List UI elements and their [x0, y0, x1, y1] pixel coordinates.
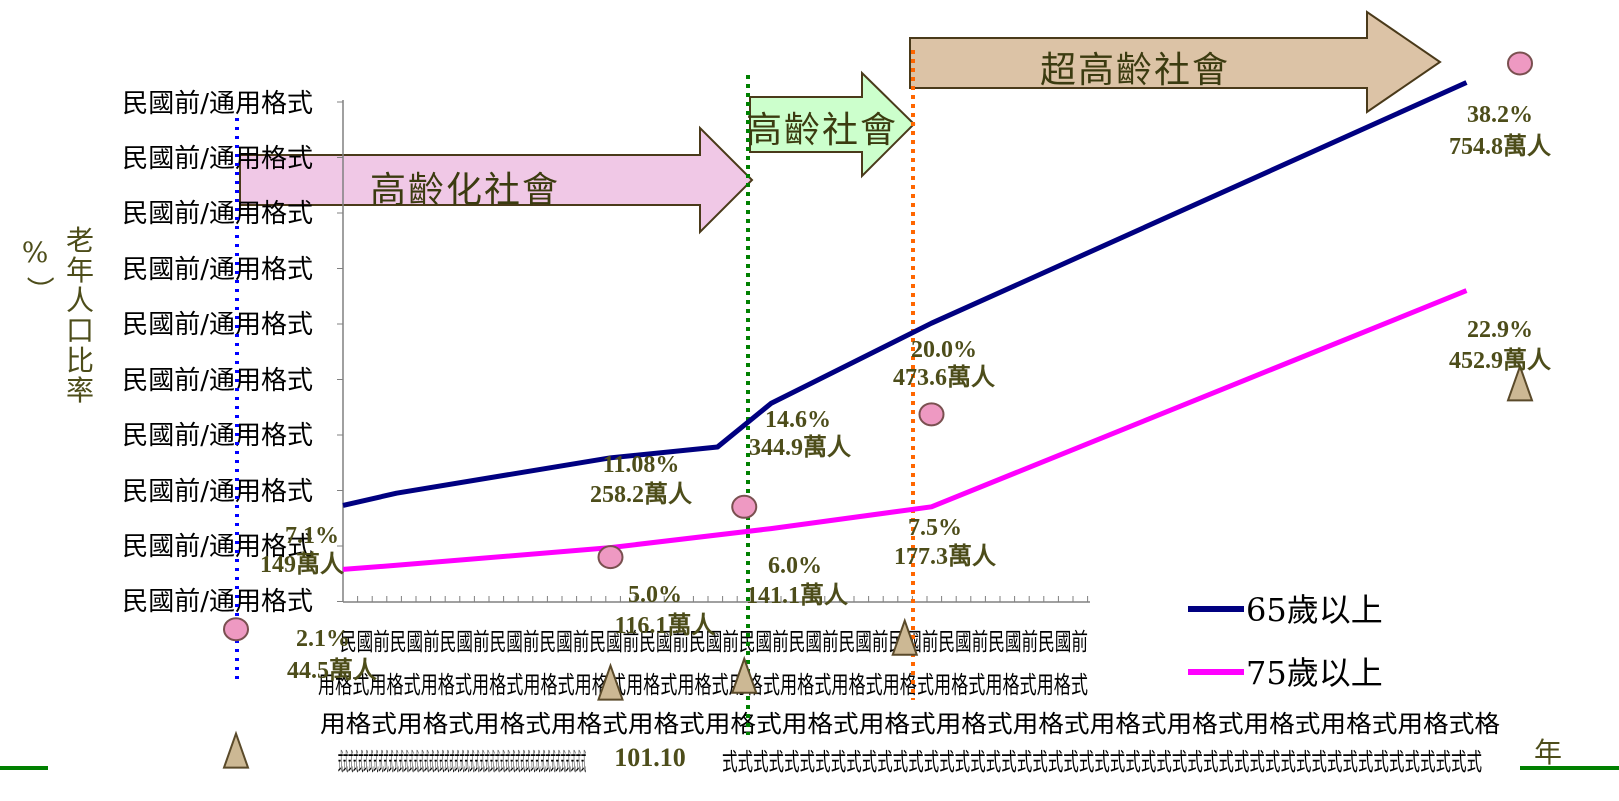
y-axis-unit-paren: ） — [23, 276, 56, 304]
y-tick-label: 民國前/通用格式 — [122, 199, 313, 229]
legend-label-65: 65歲以上 — [1246, 591, 1383, 629]
y-tick-label: 民國前/通用格式 — [122, 587, 313, 617]
annotation-count: 116.1萬人 — [615, 612, 716, 639]
marker-65-circle — [918, 402, 945, 427]
legend-label-75: 75歲以上 — [1246, 654, 1383, 692]
x-tick-row: 式式式式式式式式式式式式式式式式式式式式式式式式式式式式式式式式式式式式式式式式… — [722, 748, 1482, 776]
y-axis-title: 老年人口比率 — [66, 224, 94, 407]
annotation-value: 11.08% — [603, 452, 680, 478]
annotation-value: 5.0% — [628, 582, 682, 608]
x-tick-marks — [342, 596, 1089, 602]
phase-label-super-aged: 超高齡社會 — [1040, 50, 1230, 91]
annotation-count: 141.1萬人 — [746, 582, 848, 609]
phase-arrow-super-aged — [909, 10, 1442, 114]
annotation-count: 754.8萬人 — [1449, 133, 1551, 160]
y-tick-label: 民國前/通用格式 — [122, 255, 313, 285]
x-tick-marker: 101.10 — [614, 743, 686, 772]
annotations: 7.1% 149萬人 2.1% 44.5萬人 11.08% 258.2萬人 5.… — [260, 102, 1551, 684]
markers — [222, 51, 1534, 769]
x-tick-row: 民國前民國前民國前民國前民國前民國前民國前民國前民國前民國前民國前民國前民國前民… — [340, 628, 1088, 656]
y-tick-labels: 民國前/通用格式 民國前/通用格式 民國前/通用格式 民國前/通用格式 民國前/… — [122, 89, 313, 617]
x-tick-row: 式式式式式式式式式式式式式式式式式式式式式式式式式式式式式式式式式式式式式式式式… — [338, 748, 586, 776]
annotation-count: 149萬人 — [260, 551, 344, 578]
y-tick-marks — [337, 101, 343, 602]
annotation-count: 452.9萬人 — [1449, 347, 1551, 374]
x-tick-row: 用格式用格式用格式用格式用格式用格式用格式用格式用格式用格式用格式用格式用格式用… — [320, 710, 1500, 738]
annotation-count: 177.3萬人 — [894, 543, 996, 570]
phase-arrow-aged — [749, 70, 916, 179]
x-tick-row: 用格式用格式用格式用格式用格式用格式用格式用格式用格式用格式用格式用格式用格式用… — [318, 671, 1088, 699]
series-65-line — [342, 80, 1468, 508]
phase-label-aging: 高齡化社會 — [370, 170, 560, 211]
marker-75-triangle — [891, 617, 919, 656]
y-axis-unit: % — [22, 236, 49, 269]
annotation-value: 20.0% — [911, 337, 977, 363]
x-axis-unit: 年 — [1534, 736, 1562, 769]
annotation-value: 2.1% — [296, 626, 350, 652]
y-tick-label: 民國前/通用格式 — [122, 310, 313, 340]
annotation-value: 7.1% — [285, 523, 339, 549]
marker-65-circle — [223, 617, 249, 642]
y-tick-label: 民國前/通用格式 — [122, 366, 313, 396]
phase-arrow-aging — [239, 125, 754, 235]
y-tick-label: 民國前/通用格式 — [122, 89, 313, 119]
annotation-value: 14.6% — [765, 407, 831, 433]
y-tick-label: 民國前/通用格式 — [122, 477, 313, 507]
annotation-value: 7.5% — [908, 515, 962, 541]
marker-65-circle — [1507, 51, 1533, 76]
y-tick-label: 民國前/通用格式 — [122, 144, 313, 174]
marker-75-triangle — [222, 730, 250, 769]
marker-75-triangle — [597, 662, 624, 701]
marker-65-circle — [597, 545, 624, 570]
annotation-count: 473.6萬人 — [893, 364, 995, 391]
legend: 65歲以上 75歲以上 — [1188, 591, 1383, 692]
x-tick-labels: 民國前民國前民國前民國前民國前民國前民國前民國前民國前民國前民國前民國前民國前民… — [318, 628, 1562, 776]
marker-65-circle — [731, 494, 758, 519]
annotation-value: 38.2% — [1467, 102, 1533, 128]
y-tick-label: 民國前/通用格式 — [122, 532, 313, 562]
series-75-line — [342, 288, 1468, 572]
phase-label-aged: 高齡社會 — [746, 110, 898, 151]
annotation-value: 22.9% — [1467, 317, 1533, 343]
marker-75-triangle — [730, 655, 758, 694]
annotation-count: 344.9萬人 — [749, 434, 851, 461]
y-axis-label: % ） 老年人口比率 — [22, 224, 94, 407]
annotation-count: 258.2萬人 — [590, 481, 692, 508]
marker-75-triangle — [1506, 363, 1534, 402]
y-tick-label: 民國前/通用格式 — [122, 421, 313, 451]
annotation-value: 6.0% — [768, 553, 822, 579]
annotation-count: 44.5萬人 — [287, 657, 377, 684]
